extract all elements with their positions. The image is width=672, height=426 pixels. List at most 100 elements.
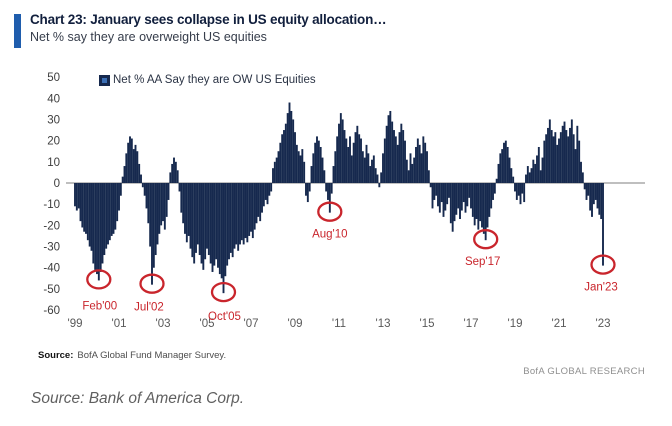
bar (374, 168, 377, 183)
y-tick-label: -60 (43, 305, 60, 317)
bar (415, 146, 417, 183)
bar (141, 183, 144, 188)
bar (169, 172, 172, 183)
bar (462, 183, 465, 203)
bar (503, 142, 505, 183)
bar (482, 183, 485, 234)
bar (281, 134, 284, 183)
bar (407, 170, 410, 183)
annotation-circle (317, 201, 343, 222)
bar (167, 183, 170, 200)
bar (526, 166, 529, 183)
bar (354, 132, 357, 183)
bar (129, 136, 131, 183)
bar (204, 183, 207, 260)
bar (147, 183, 150, 224)
bar (119, 183, 122, 196)
bar (451, 183, 454, 232)
x-tick-label: '19 (508, 318, 523, 330)
bar (506, 146, 509, 183)
bar (429, 183, 432, 188)
annotation-circle (86, 269, 112, 290)
bar (576, 125, 579, 183)
bar (438, 183, 441, 213)
bar (453, 183, 456, 222)
bar (312, 153, 315, 183)
bar (173, 157, 175, 183)
bar (512, 176, 515, 183)
y-tick-label: 50 (47, 72, 60, 84)
bar (464, 183, 467, 213)
bar (217, 183, 219, 268)
bar (162, 183, 164, 222)
bar (600, 183, 603, 220)
bar (427, 170, 430, 183)
bar (295, 144, 298, 183)
bar (528, 172, 531, 183)
y-tick-label: -50 (43, 284, 60, 296)
bar (176, 170, 179, 183)
y-tick-label: -20 (43, 220, 60, 232)
x-tick-label: '01 (112, 318, 127, 330)
bar (380, 172, 383, 183)
bar (132, 149, 135, 183)
bar (229, 183, 232, 253)
bar (110, 183, 113, 236)
bar (589, 183, 592, 211)
bar (160, 183, 163, 226)
bar (448, 183, 450, 198)
bar (345, 138, 348, 183)
bar (492, 183, 494, 200)
bar (391, 121, 394, 183)
bar (290, 110, 293, 183)
bar (268, 183, 271, 196)
bar (338, 123, 340, 183)
x-tick-label: '21 (552, 318, 567, 330)
bar (237, 183, 240, 251)
bar (508, 157, 511, 183)
bar (92, 183, 95, 264)
bar (559, 132, 562, 183)
bar (466, 183, 469, 207)
annotation-label: Aug'10 (312, 229, 347, 241)
bar (548, 119, 551, 183)
bar (519, 183, 522, 205)
bar (220, 183, 223, 279)
bar (558, 138, 560, 183)
bar (592, 183, 595, 205)
bar (330, 183, 333, 194)
bar (316, 136, 318, 183)
bar (402, 130, 405, 183)
bar (530, 168, 533, 183)
bar (460, 183, 463, 211)
bar (191, 183, 194, 258)
bar (134, 144, 137, 183)
bar (521, 183, 524, 194)
x-tick-label: '17 (464, 318, 479, 330)
legend-label: Net % AA Say they are OW US Equities (113, 74, 316, 86)
bar (97, 183, 100, 281)
bar (136, 151, 139, 183)
bar (152, 183, 155, 268)
bar (222, 183, 225, 294)
bar (561, 125, 564, 183)
bar (209, 183, 212, 264)
bar (125, 153, 128, 183)
bar (426, 151, 428, 183)
bar (336, 136, 339, 183)
y-tick-label: 10 (47, 157, 60, 169)
bar (455, 183, 458, 215)
bar (596, 183, 599, 209)
bar (449, 183, 452, 224)
bar (88, 183, 91, 247)
bar (404, 140, 406, 183)
bar (378, 183, 381, 188)
bar (261, 183, 263, 213)
bar (537, 146, 540, 183)
bar (112, 183, 115, 234)
bar (130, 138, 133, 183)
bar (572, 134, 575, 183)
bar (598, 183, 601, 215)
bar (510, 168, 513, 183)
bar (215, 183, 218, 260)
